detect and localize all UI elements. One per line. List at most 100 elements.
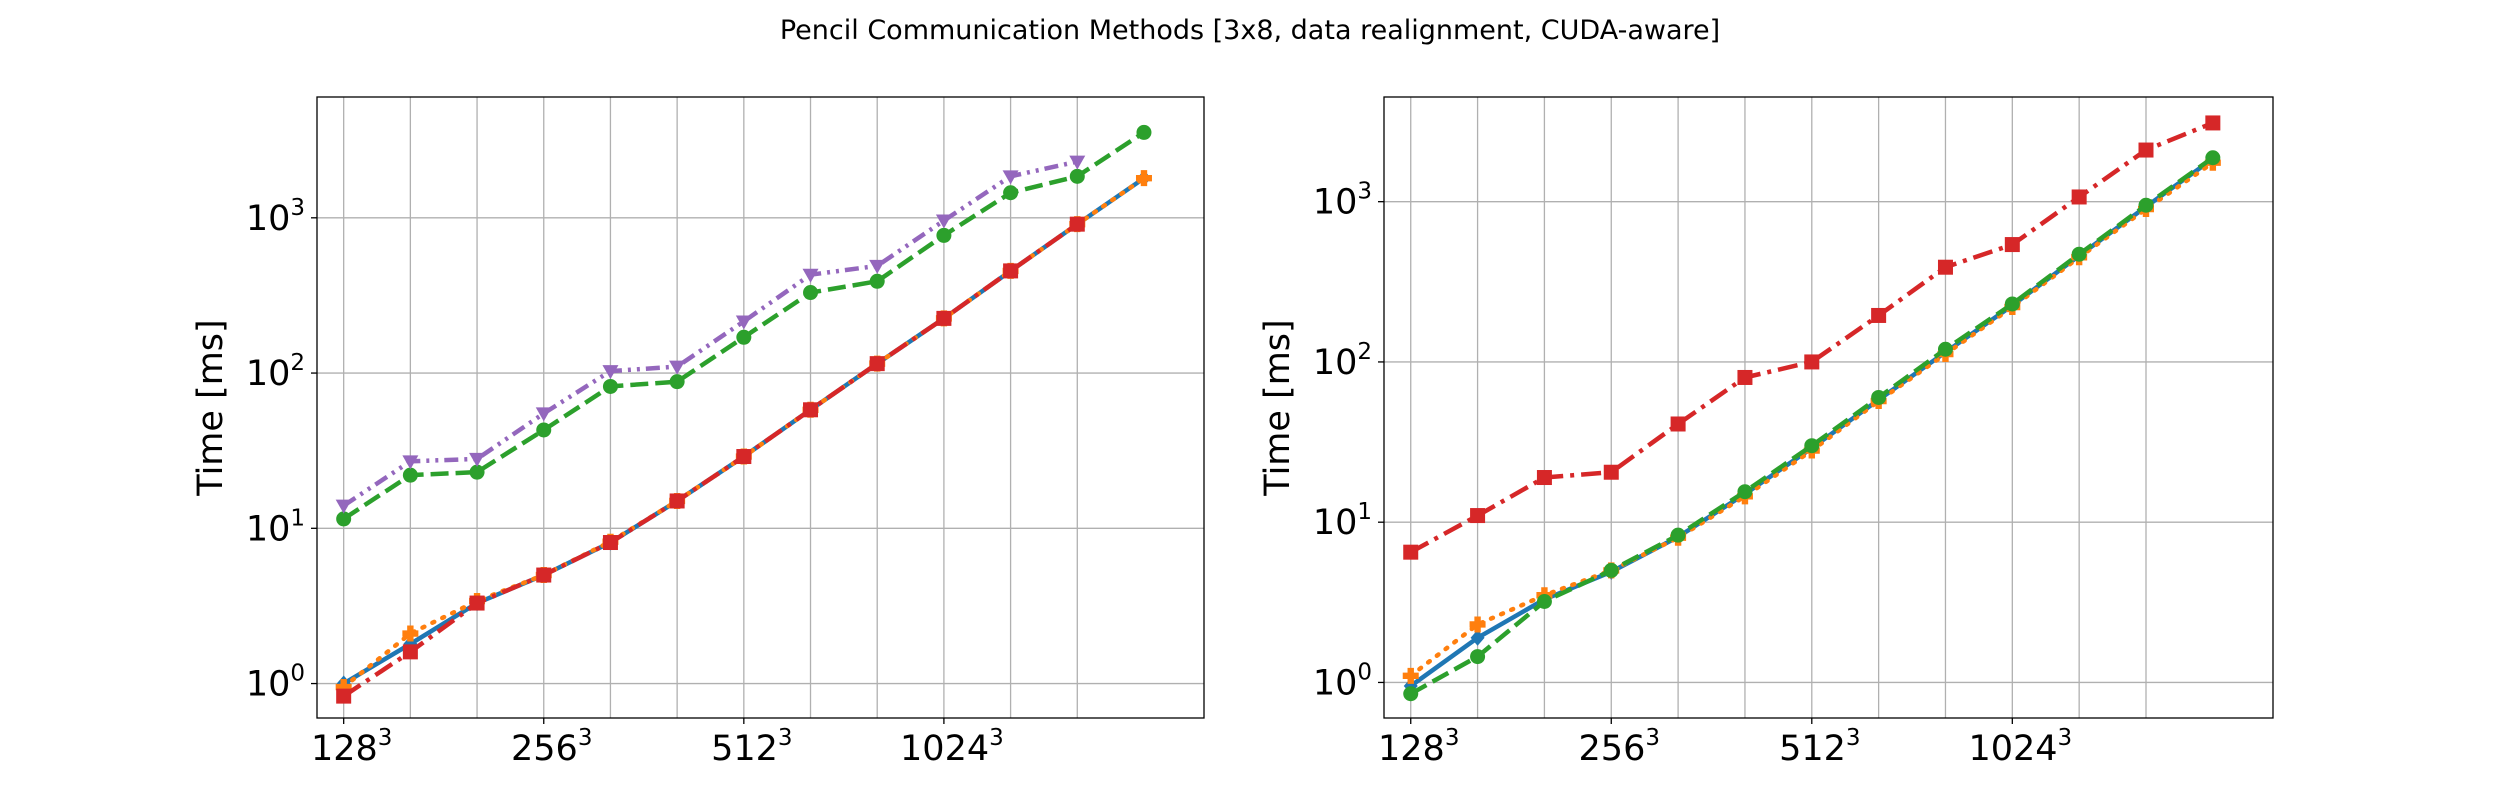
- y-axis-label: Time [ms]: [1258, 319, 1298, 496]
- y-tick-label: 100: [246, 661, 305, 705]
- right-chart: 100 101 102 103 1283 2563 5123 10243 Time [ms]: [1258, 96, 2274, 769]
- data-point: [1670, 527, 1686, 543]
- data-point: [936, 310, 952, 326]
- data-point: [1603, 562, 1619, 578]
- data-point: [1670, 416, 1686, 432]
- data-point: [1003, 263, 1019, 279]
- x-tick-label: 10243: [1968, 725, 2072, 769]
- figure-title: Pencil Communication Methods [3x8, data …: [780, 15, 1720, 46]
- series-3: [1403, 150, 2221, 702]
- data-point: [2071, 189, 2087, 205]
- data-point: [936, 227, 952, 243]
- data-point: [2205, 115, 2221, 131]
- data-point: [935, 214, 952, 229]
- x-tick-label: 5123: [1779, 725, 1860, 769]
- data-point: [602, 378, 618, 394]
- x-tick-label: 2563: [511, 725, 592, 769]
- data-point: [535, 407, 552, 422]
- plot-area: [1402, 115, 2221, 702]
- data-point: [1003, 185, 1019, 201]
- data-point: [1069, 168, 1085, 184]
- data-point: [1470, 649, 1486, 665]
- axes-frame: [1383, 96, 2274, 719]
- data-point: [869, 273, 885, 289]
- data-point: [669, 374, 685, 390]
- data-point: [469, 595, 485, 611]
- y-tick-label: 101: [246, 505, 305, 549]
- data-point: [2205, 150, 2221, 166]
- data-point: [402, 467, 418, 483]
- data-point: [469, 452, 486, 467]
- y-tick-label: 103: [1313, 179, 1372, 223]
- data-point: [335, 679, 352, 696]
- data-point: [869, 259, 886, 274]
- data-point: [1135, 170, 1152, 187]
- data-point: [1403, 544, 1419, 560]
- data-point: [1402, 667, 1419, 684]
- data-point: [1804, 438, 1820, 454]
- data-point: [1069, 155, 1086, 170]
- data-point: [1737, 369, 1753, 385]
- data-point: [336, 688, 352, 704]
- data-point: [336, 511, 352, 527]
- axes-frame: [316, 96, 1205, 719]
- gridlines: [317, 97, 1204, 718]
- data-point: [402, 455, 419, 470]
- data-point: [2138, 197, 2154, 213]
- y-tick-label: 102: [1313, 339, 1372, 383]
- data-point: [803, 402, 819, 418]
- data-point: [1937, 341, 1953, 357]
- series-line: [342, 159, 1078, 508]
- data-point: [1470, 629, 1485, 646]
- data-point: [669, 493, 685, 509]
- series-2: [1403, 115, 2221, 560]
- data-point: [2004, 296, 2020, 312]
- data-point: [402, 644, 418, 660]
- data-point: [469, 464, 485, 480]
- data-point: [735, 315, 752, 330]
- data-point: [536, 567, 552, 583]
- data-point: [1536, 470, 1552, 486]
- data-point: [1469, 616, 1486, 633]
- series-3: [336, 216, 1085, 704]
- y-tick-label: 101: [1313, 499, 1372, 543]
- data-point: [1069, 216, 1085, 232]
- series-line: [342, 222, 1079, 698]
- x-tick-label: 1283: [1378, 725, 1459, 769]
- series-4: [335, 155, 1086, 514]
- y-tick-label: 102: [246, 350, 305, 394]
- x-tick-label: 2563: [1579, 725, 1660, 769]
- data-point: [1002, 170, 1019, 185]
- data-point: [1136, 124, 1152, 140]
- x-tick-label: 5123: [711, 725, 792, 769]
- data-point: [602, 365, 619, 380]
- y-tick-label: 103: [246, 195, 305, 239]
- data-point: [736, 329, 752, 345]
- data-point: [602, 535, 618, 551]
- y-axis-label: Time [ms]: [191, 319, 231, 496]
- left-chart: 100 101 102 103 1283 2563 5123 10243 Time [ms]: [191, 96, 1205, 769]
- data-point: [869, 356, 885, 372]
- data-point: [1871, 307, 1887, 323]
- data-point: [402, 625, 419, 642]
- x-tick-label: 1283: [311, 725, 392, 769]
- data-point: [2004, 237, 2020, 253]
- data-point: [536, 422, 552, 438]
- data-point: [2138, 142, 2154, 158]
- data-point: [335, 499, 352, 514]
- series-2: [336, 124, 1152, 527]
- plot-area: [335, 124, 1152, 704]
- data-point: [1737, 484, 1753, 500]
- gridlines: [1384, 97, 2273, 718]
- y-tick-label: 100: [1313, 659, 1372, 703]
- data-point: [736, 449, 752, 465]
- data-point: [1403, 686, 1419, 702]
- data-point: [802, 268, 819, 283]
- data-point: [1871, 389, 1887, 405]
- data-point: [1804, 354, 1820, 370]
- data-point: [2071, 246, 2087, 262]
- data-point: [669, 360, 686, 375]
- data-point: [1536, 593, 1552, 609]
